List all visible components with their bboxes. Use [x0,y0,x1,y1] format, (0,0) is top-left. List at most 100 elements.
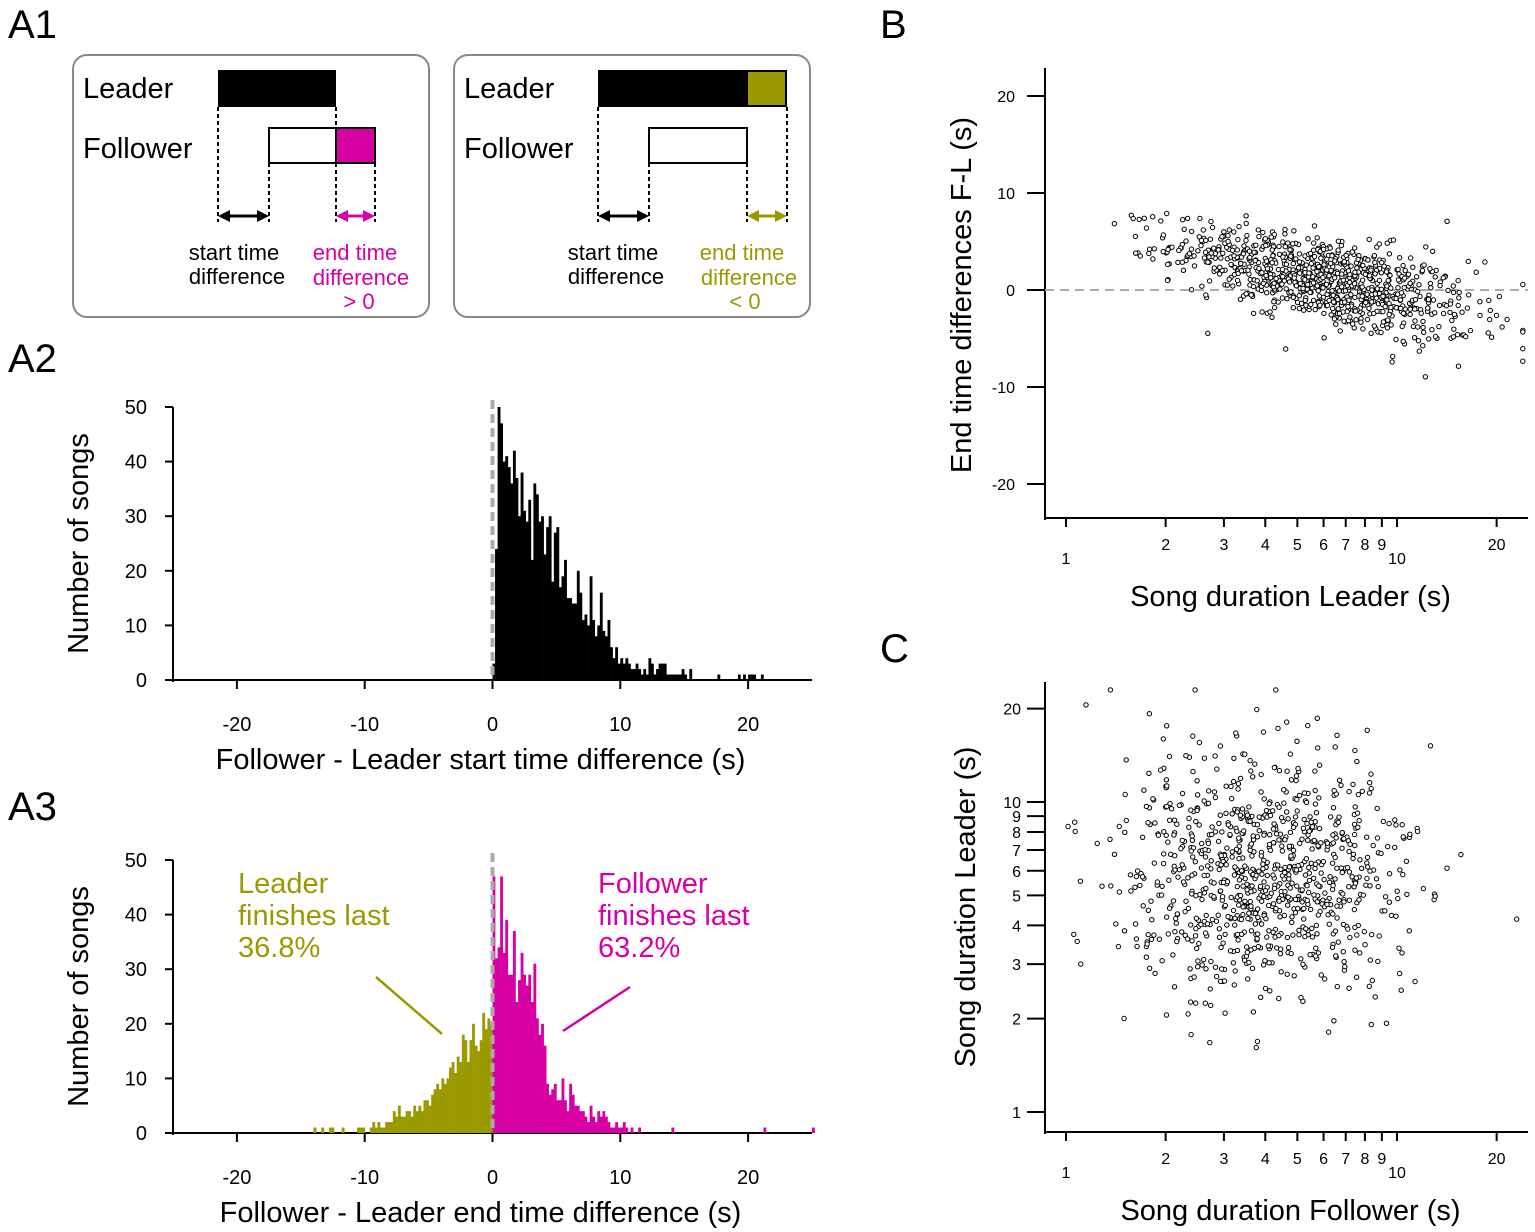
data-point [1191,253,1197,259]
histogram-bar [546,527,550,680]
data-point [1207,986,1214,992]
data-point [1234,828,1240,834]
data-point [1256,868,1262,874]
data-point [1451,326,1457,332]
data-point [1175,259,1181,266]
data-point [1296,305,1303,312]
data-point [1384,240,1391,246]
histogram-bar [487,1018,491,1133]
data-point [1264,266,1271,272]
data-point [1346,869,1353,875]
data-point [1279,843,1285,849]
data-point [1188,246,1195,252]
panel-label-a2: A2 [8,337,57,381]
data-point [1314,715,1321,721]
data-point [1121,928,1128,934]
data-point [1237,892,1244,899]
histogram-bar [397,1105,401,1133]
data-point [1458,851,1464,858]
histogram-bar [689,669,693,680]
data-point [1200,227,1207,233]
histogram-bar [535,494,539,680]
data-point [1241,828,1247,834]
data-point [1233,846,1240,852]
data-point [1285,894,1291,900]
data-point [1277,951,1284,957]
histogram-bar [469,1040,473,1133]
data-point [1072,819,1078,825]
data-point [1301,790,1308,796]
data-point [1261,832,1267,838]
data-point [1236,223,1242,230]
data-point [1179,790,1186,797]
data-point [1179,862,1185,868]
data-point [1234,809,1241,815]
data-point [1253,1044,1260,1051]
data-point [1078,961,1084,967]
data-point [1196,822,1202,828]
data-point [1252,921,1259,927]
data-point [1167,817,1173,823]
data-point [1293,256,1299,262]
data-point [1288,777,1295,783]
y-tick-label: 2 [1012,1012,1021,1029]
data-point [1202,930,1209,936]
x-tick-label: -20 [222,714,251,736]
data-point [1165,931,1172,937]
data-point [1282,231,1288,237]
histogram-bar [571,1094,575,1133]
data-point [1368,267,1374,273]
data-point [1273,275,1279,282]
data-point [1213,973,1220,980]
data-point [1250,283,1257,290]
x-tick-label: 5 [1293,537,1302,554]
y-tick-label: 10 [125,1068,147,1090]
data-point [1253,242,1259,248]
histogram-bar [594,1122,598,1133]
data-point [1198,865,1205,871]
data-point [1288,853,1294,859]
data-point [1350,321,1356,327]
data-point [1400,310,1407,316]
data-point [1187,999,1194,1005]
x-tick-label: 10 [1388,551,1406,568]
histogram-bar [436,1083,440,1133]
data-point [1208,250,1215,256]
data-point [1326,297,1332,304]
y-tick-label: 40 [125,905,147,927]
data-point [1245,976,1251,982]
data-point [1364,854,1371,861]
data-point [1262,985,1269,992]
histogram-bar [602,1111,606,1133]
histogram-bar [530,559,534,680]
data-point [1113,921,1119,927]
histogram-bar [602,630,606,680]
histogram-bar [592,619,596,680]
x-tick-label: 7 [1341,537,1350,554]
data-point [1466,292,1472,298]
data-point [1276,767,1283,774]
data-point [1150,796,1156,802]
a1-left-leader-label: Leader [83,73,174,105]
data-point [1335,296,1341,303]
data-point [1248,768,1254,774]
histogram-bar [576,570,580,680]
data-point [1107,687,1114,693]
histogram-bar [597,625,601,680]
data-point [1208,1002,1214,1009]
data-point [1254,706,1260,713]
data-point [1379,259,1385,266]
data-point [1420,324,1426,331]
data-point [1355,256,1361,262]
data-point [1332,876,1338,882]
data-point [1352,269,1358,275]
data-point [1321,335,1327,341]
data-point [1234,277,1241,284]
histogram-bar [510,974,514,1133]
data-point [1352,842,1358,849]
data-point [1355,791,1362,798]
histogram-bar [543,1045,547,1133]
a1-left-follower-extra [335,127,376,164]
data-point [1176,247,1182,254]
